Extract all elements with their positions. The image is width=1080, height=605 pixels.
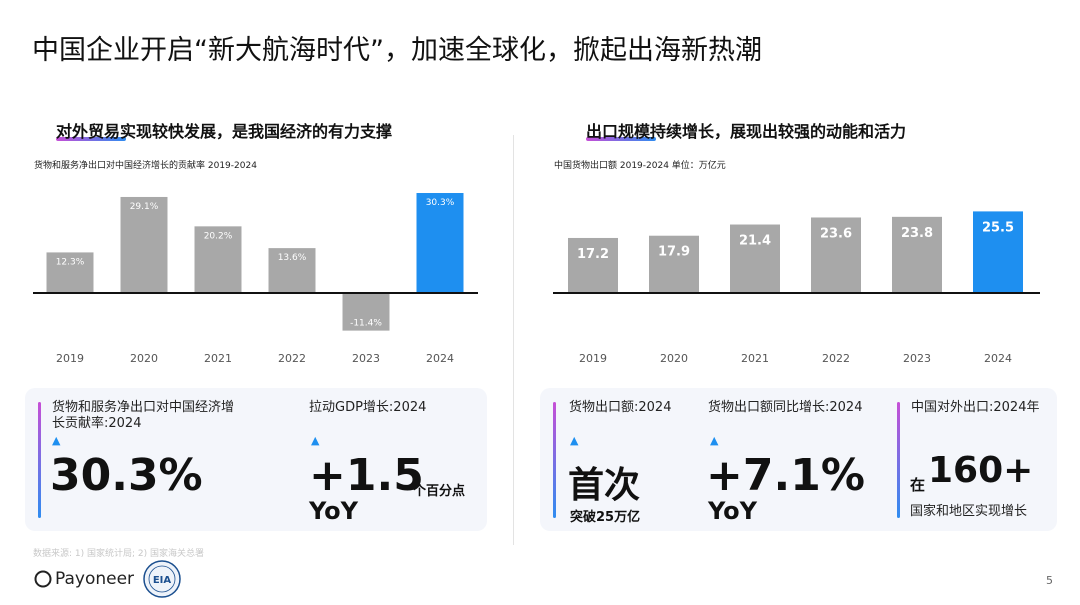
bar-2019 xyxy=(46,252,94,293)
kpi-label: 拉动GDP增长:2024 xyxy=(309,400,427,415)
kpi-prefix: 在 xyxy=(910,476,926,494)
kpi-yoy: YoY xyxy=(309,497,359,525)
category-label: 2024 xyxy=(426,352,454,365)
value-label: 17.9 xyxy=(658,245,690,260)
kpi-value: 首次 xyxy=(568,465,641,506)
bar-2020 xyxy=(649,235,699,293)
right-kpi-panel: 货物出口额:2024 ▲ 首次 突破25万亿 货物出口额同比增长:2024 ▲ … xyxy=(540,388,1057,531)
up-triangle-icon: ▲ xyxy=(311,434,320,447)
eia-seal-icon: EIA xyxy=(143,560,181,598)
kpi-yoy: YoY xyxy=(708,497,758,525)
bar-2024 xyxy=(973,211,1023,293)
right-section-heading: 出口规模持续增长，展现出较强的动能和活力 xyxy=(586,122,907,141)
bar-2023 xyxy=(342,293,390,331)
kpi-value: +1.5 xyxy=(309,450,424,501)
kpi-label: 货物出口额同比增长:2024 xyxy=(708,400,863,415)
category-label: 2020 xyxy=(130,352,158,365)
left-section-heading: 对外贸易实现较快发展，是我国经济的有力支撑 xyxy=(56,122,393,141)
value-label: 20.2% xyxy=(204,231,233,241)
bar-2022 xyxy=(811,217,861,293)
value-label: 23.6 xyxy=(820,226,852,241)
value-label: 17.2 xyxy=(577,247,609,262)
kpi-label: 中国对外出口:2024年 xyxy=(911,400,1040,415)
value-label: 12.3% xyxy=(56,257,85,267)
kpi-value: +7.1% xyxy=(706,450,865,501)
up-triangle-icon: ▲ xyxy=(52,434,61,447)
value-label: 13.6% xyxy=(278,253,307,263)
value-label: 30.3% xyxy=(426,198,455,208)
payoneer-ring-icon xyxy=(34,570,52,588)
category-label: 2019 xyxy=(579,352,607,365)
kpi-value: 30.3% xyxy=(50,450,203,501)
value-label: 21.4 xyxy=(739,234,771,249)
category-label: 2021 xyxy=(204,352,232,365)
kpi-accent-bar xyxy=(553,402,556,518)
page-title: 中国企业开启“新大航海时代”，加速全球化，掀起出海新热潮 xyxy=(32,35,762,66)
bar-2019 xyxy=(568,237,618,293)
section-underline xyxy=(586,137,656,141)
payoneer-logo: Payoneer xyxy=(33,569,134,589)
category-label: 2022 xyxy=(822,352,850,365)
category-label: 2022 xyxy=(278,352,306,365)
kpi-accent-bar xyxy=(38,402,41,518)
page-number: 5 xyxy=(1046,574,1053,587)
right-chart-subtitle: 中国货物出口额 2019-2024 单位：万亿元 xyxy=(554,161,726,171)
category-label: 2023 xyxy=(903,352,931,365)
bar-2021 xyxy=(730,224,780,293)
logo-text: Payoneer xyxy=(55,569,135,589)
category-label: 2024 xyxy=(984,352,1012,365)
value-label: 23.8 xyxy=(901,226,933,241)
kpi-value: 160+ xyxy=(928,450,1034,491)
bar-2023 xyxy=(892,216,942,293)
section-underline xyxy=(56,137,126,141)
up-triangle-icon: ▲ xyxy=(710,434,719,447)
bar-2021 xyxy=(194,226,242,293)
left-bar-chart: 12.3% 2019 29.1% 2020 20.2% 2021 13.6% 2022 -11.… xyxy=(33,193,478,365)
kpi-accent-bar xyxy=(897,402,900,518)
bar-2022 xyxy=(268,248,316,293)
kpi-label: 货物和服务净出口对中国经济增长贡献率:2024 xyxy=(52,400,235,431)
kpi-label: 货物出口额:2024 xyxy=(569,400,672,415)
footnote: 数据来源: 1) 国家统计局; 2) 国家海关总署 xyxy=(33,549,204,559)
value-label: 25.5 xyxy=(982,220,1014,235)
kpi-unit: 个百分点 xyxy=(413,484,466,499)
kpi-sub: 突破25万亿 xyxy=(570,510,641,525)
category-label: 2020 xyxy=(660,352,688,365)
category-label: 2019 xyxy=(56,352,84,365)
seal-text: EIA xyxy=(153,575,172,586)
left-chart-subtitle: 货物和服务净出口对中国经济增长的贡献率 2019-2024 xyxy=(34,161,257,171)
section-divider xyxy=(513,135,514,545)
left-kpi-panel: 货物和服务净出口对中国经济增长贡献率:2024 ▲ 30.3% 拉动GDP增长:… xyxy=(25,388,487,531)
bar-2024 xyxy=(416,193,464,293)
right-bar-chart: 17.2 2019 17.9 2020 21.4 2021 23.6 2022 23.8 2023… xyxy=(553,211,1040,365)
value-label: -11.4% xyxy=(350,319,382,329)
category-label: 2021 xyxy=(741,352,769,365)
category-label: 2023 xyxy=(352,352,380,365)
value-label: 29.1% xyxy=(130,202,159,212)
kpi-sub: 国家和地区实现增长 xyxy=(910,504,1028,519)
up-triangle-icon: ▲ xyxy=(570,434,579,447)
bar-2020 xyxy=(120,196,168,293)
